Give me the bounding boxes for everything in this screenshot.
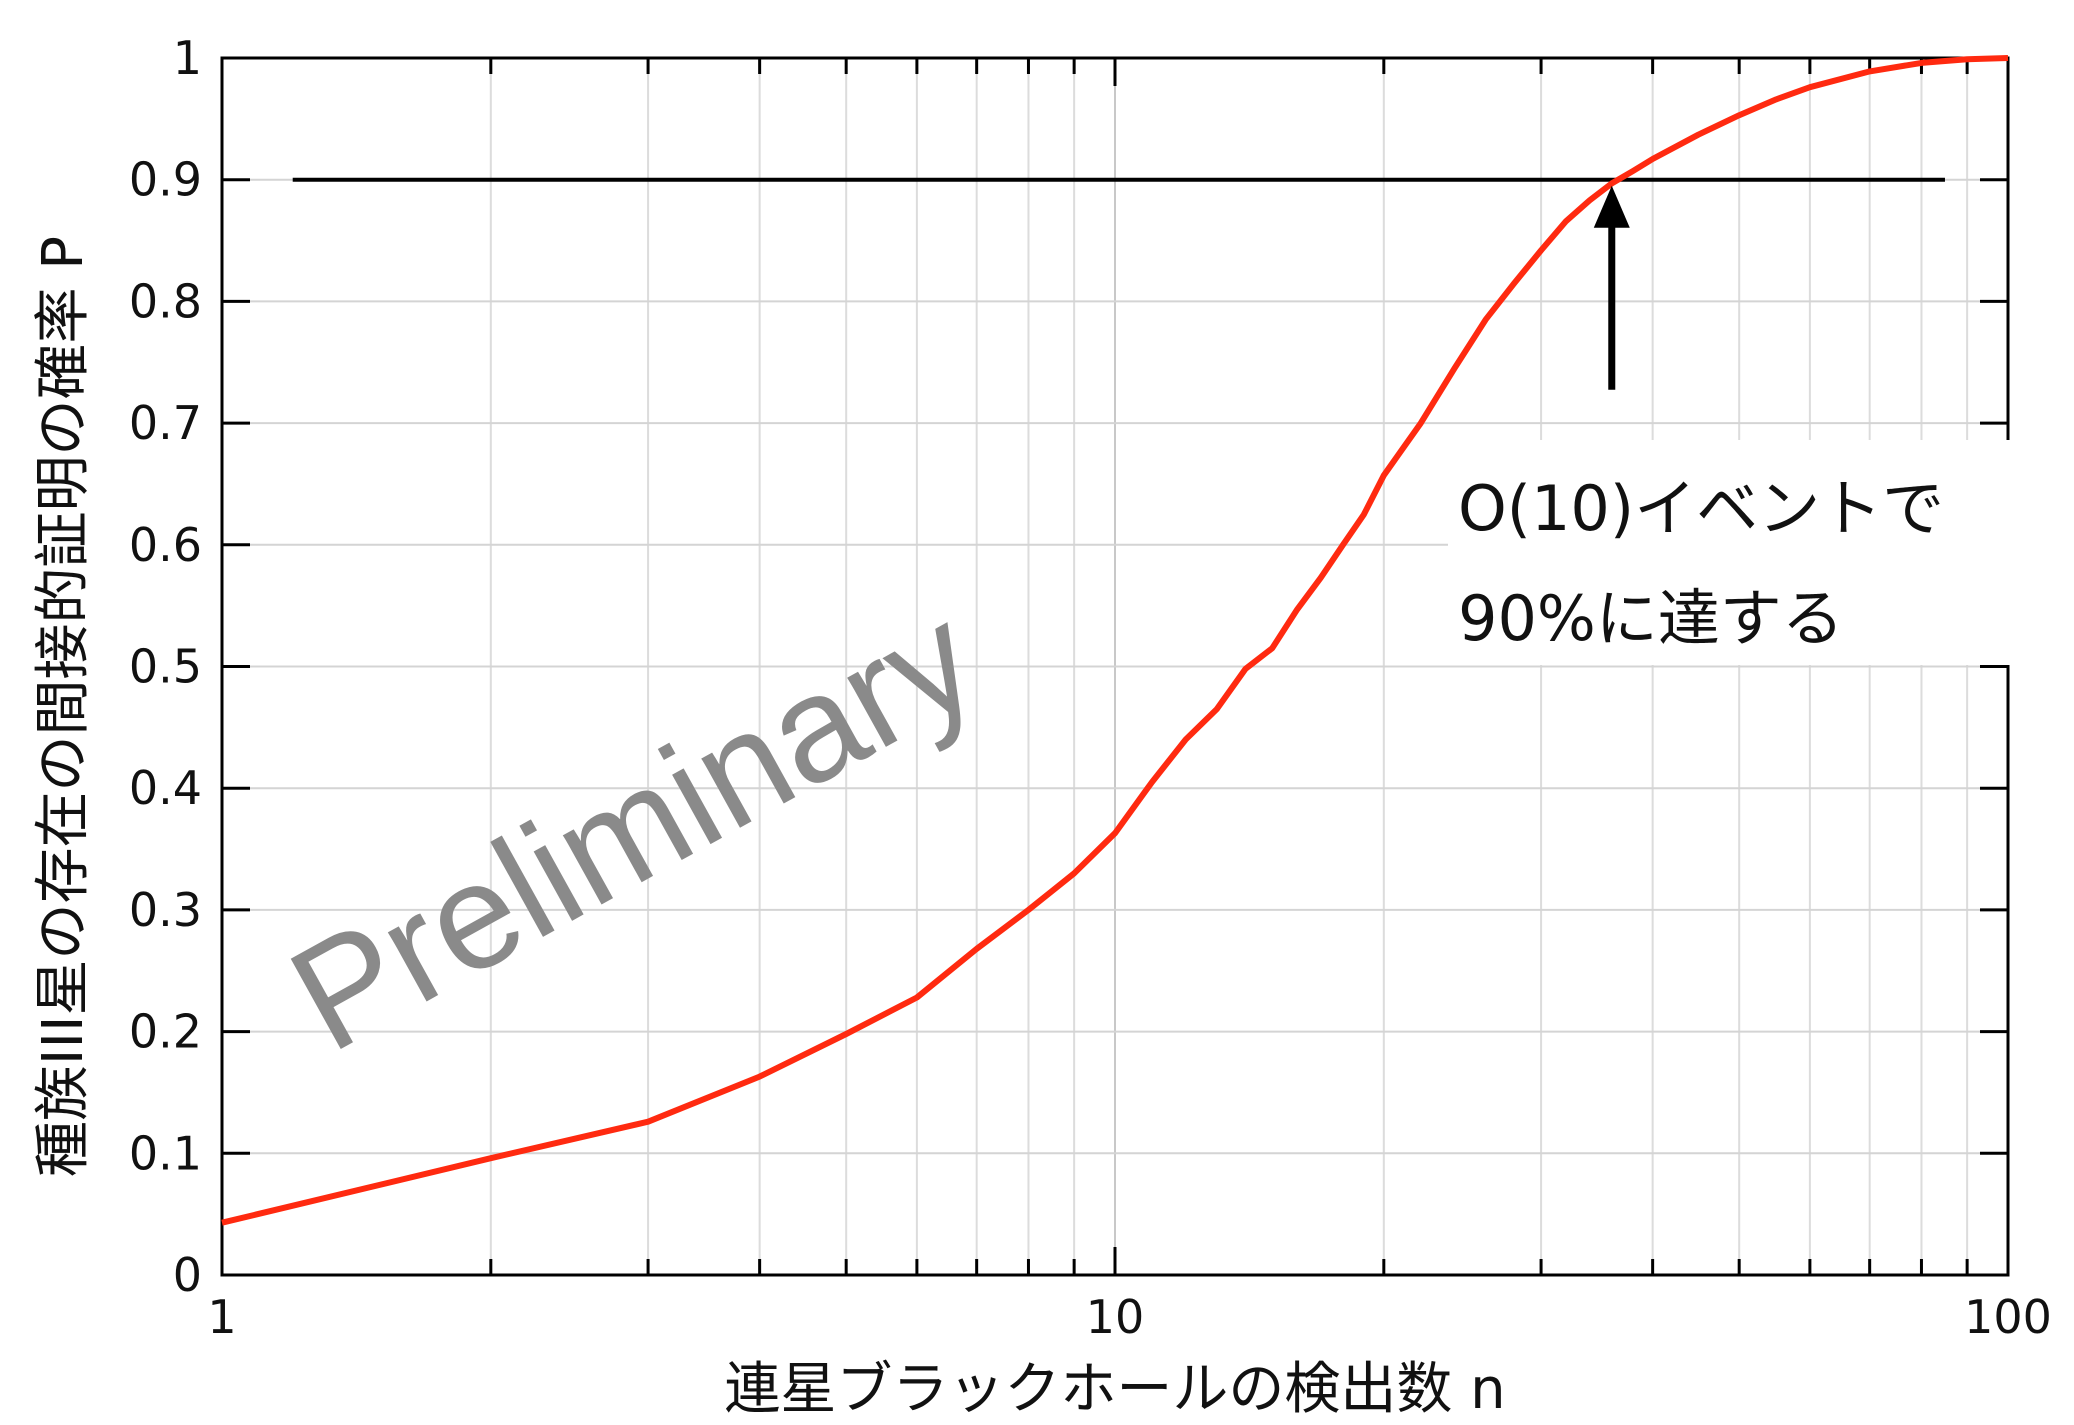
grid-lines — [221, 57, 2009, 1276]
y-tick-label: 0.8 — [129, 274, 202, 328]
x-axis-title: 連星ブラックホールの検出数 n — [724, 1357, 1505, 1422]
y-tick-label: 1 — [173, 31, 202, 85]
annotation-line-2: 90%に達する — [1458, 582, 1844, 655]
y-tick-label: 0 — [173, 1248, 202, 1302]
x-tick-labels: 1 10 100 — [207, 1290, 2052, 1344]
x-tick-label: 100 — [1964, 1290, 2052, 1344]
y-tick-label: 0.7 — [129, 396, 202, 450]
y-tick-label: 0.6 — [129, 518, 202, 572]
y-axis-title: 種族III星の存在の間接的証明の確率 P — [31, 236, 96, 1177]
y-tick-label: 0.5 — [129, 640, 202, 694]
watermark-preliminary: Preliminary — [264, 572, 1002, 1083]
y-tick-label: 0.1 — [129, 1126, 202, 1180]
y-tick-label: 0.2 — [129, 1005, 202, 1059]
annotation-line-1: O(10)イベントで — [1458, 472, 1944, 545]
y-tick-labels: 0 0.1 0.2 0.3 0.4 0.5 0.6 0.7 0.8 0.9 1 — [129, 31, 202, 1302]
annotation-arrow — [1593, 185, 1630, 390]
y-tick-label: 0.3 — [129, 883, 202, 937]
series-line-probability — [221, 55, 2009, 1226]
arrow-head-icon — [1593, 185, 1630, 228]
x-tick-label: 10 — [1086, 1290, 1145, 1344]
annotation-background — [1448, 440, 2048, 665]
x-tick-label: 1 — [207, 1290, 236, 1344]
y-tick-label: 0.4 — [129, 761, 202, 815]
axis-ticks — [220, 56, 2010, 1277]
y-tick-label: 0.9 — [129, 153, 202, 207]
